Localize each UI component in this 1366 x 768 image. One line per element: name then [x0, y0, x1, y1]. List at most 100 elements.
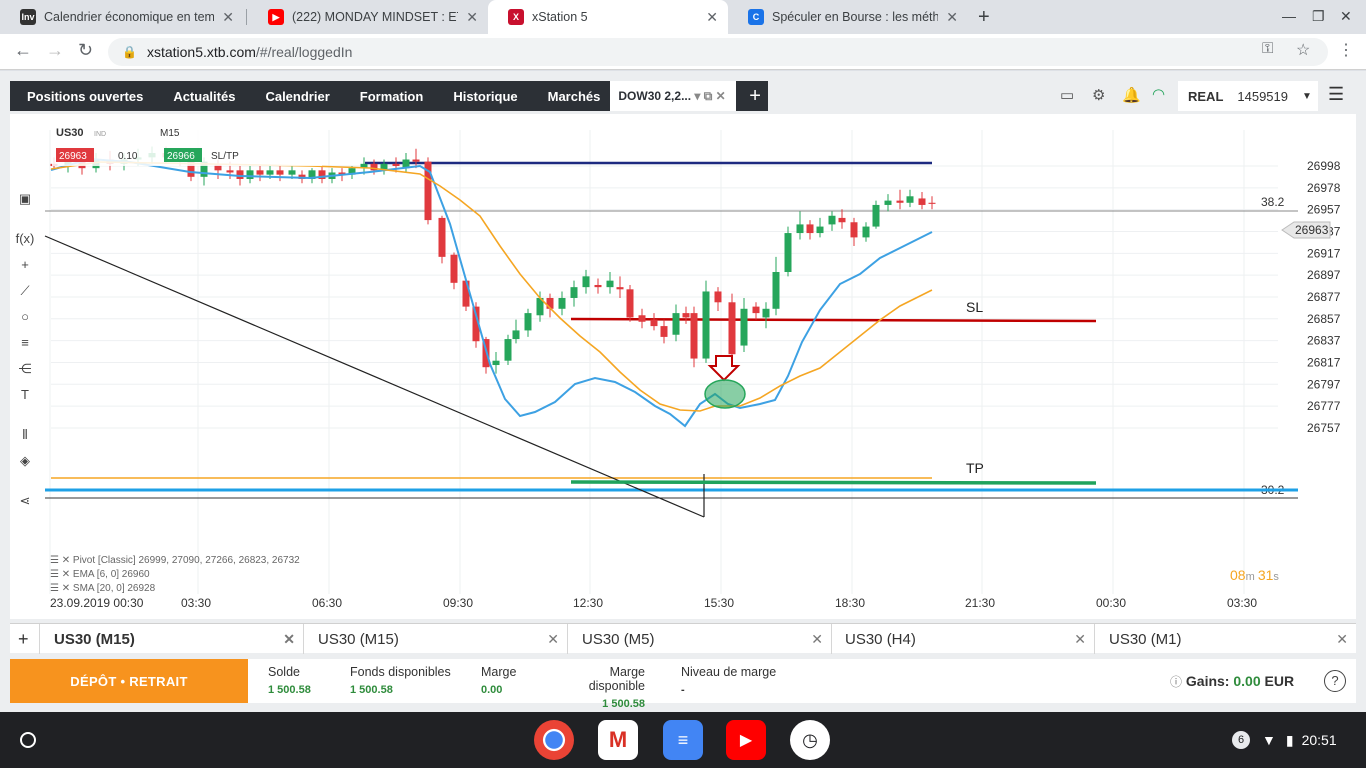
maximize-icon[interactable]: ❐: [1312, 8, 1325, 24]
circle-tool-icon[interactable]: ○: [21, 309, 29, 324]
footer-label: Solde: [268, 665, 300, 679]
candle-body: [896, 200, 904, 203]
c-icon: C: [748, 9, 764, 25]
help-icon[interactable]: ?: [1324, 670, 1346, 692]
bottom-tab-0[interactable]: US30 (M15) ✕: [44, 624, 304, 654]
candle-body: [702, 291, 710, 359]
close-icon[interactable]: ✕: [466, 8, 478, 25]
function-icon[interactable]: f(x): [15, 231, 35, 246]
nav-calendrier[interactable]: Calendrier: [265, 88, 330, 104]
star-icon[interactable]: ☆: [1296, 42, 1311, 59]
status-tray[interactable]: 6 ▼ ▮ 20:51: [1232, 728, 1337, 752]
account-selector[interactable]: REAL 1459519 ▼: [1178, 81, 1318, 111]
close-icon[interactable]: ✕: [706, 8, 718, 25]
candle-body: [308, 170, 316, 179]
browser-tab-1[interactable]: ▶ (222) MONDAY MINDSET : ETRE ✕: [248, 0, 488, 34]
nav-formation[interactable]: Formation: [359, 88, 424, 104]
close-icon[interactable]: ✕: [811, 630, 823, 647]
close-window-icon[interactable]: ✕: [1340, 8, 1352, 24]
nav-positions[interactable]: Positions ouvertes: [27, 88, 144, 104]
candle-body: [438, 217, 446, 257]
tab-title: xStation 5: [532, 10, 588, 24]
nav-marches[interactable]: Marchés: [547, 88, 601, 104]
bottom-tab-1[interactable]: US30 (M15) ✕: [308, 624, 568, 654]
clock-icon[interactable]: ◷: [790, 720, 830, 760]
candle-body: [682, 313, 690, 318]
fan-tool-icon[interactable]: ⋲: [18, 361, 32, 376]
hamburger-icon[interactable]: ☰: [1328, 84, 1345, 104]
candle-body: [536, 297, 544, 316]
candle-body: [906, 196, 914, 203]
youtube-icon: ▶: [268, 9, 284, 25]
url-input[interactable]: 🔒 xstation5.xtb.com/#/real/loggedIn: [108, 38, 1328, 66]
new-tab-button[interactable]: +: [978, 6, 990, 28]
close-icon[interactable]: ✕: [283, 630, 295, 647]
minimize-icon[interactable]: —: [1282, 8, 1296, 24]
key-icon[interactable]: ⚿: [1262, 40, 1274, 57]
ema-line: [50, 157, 933, 428]
back-icon[interactable]: ←: [14, 40, 32, 60]
bottom-tab-3[interactable]: US30 (H4) ✕: [835, 624, 1095, 654]
close-icon[interactable]: ✕: [946, 8, 958, 25]
price-tick-label: 26817: [1307, 355, 1341, 369]
close-icon[interactable]: ✕: [222, 8, 234, 25]
bell-icon[interactable]: 🔔: [1122, 87, 1141, 104]
candle-body: [594, 284, 602, 288]
gmail-icon[interactable]: M: [598, 720, 638, 760]
layers-icon[interactable]: ◈: [20, 453, 30, 468]
price-tick-label: 26757: [1307, 421, 1341, 435]
bottom-tab-2[interactable]: US30 (M5) ✕: [572, 624, 832, 654]
candle-tool-icon[interactable]: ⫴: [22, 427, 28, 442]
candle-body: [918, 198, 926, 205]
deposit-withdraw-button[interactable]: DÉPÔT • RETRAIT: [10, 659, 248, 703]
sound-icon[interactable]: ⚙: [1092, 87, 1106, 104]
price-tick-label: 26857: [1307, 312, 1341, 326]
line-tool-icon[interactable]: ⟋: [20, 283, 30, 298]
rectangle-tool-icon[interactable]: ▣: [18, 191, 32, 206]
add-chart-button[interactable]: +: [10, 624, 40, 654]
price-chart[interactable]: 2699826978269572693726917268972687726857…: [10, 114, 1356, 619]
xstation-app: Positions ouvertes Actualités Calendrier…: [0, 71, 1366, 712]
stop-loss-label: SL: [966, 299, 983, 315]
launcher-icon[interactable]: [20, 732, 36, 748]
chrome-icon[interactable]: [534, 720, 574, 760]
price-tick-label: 26797: [1307, 377, 1341, 391]
close-icon[interactable]: ✕: [1074, 630, 1086, 647]
footer-solde: Solde 1 500.58: [268, 665, 311, 696]
trend-line: [44, 235, 705, 518]
info-icon: ⓘ: [1170, 675, 1183, 689]
xtb-icon: X: [508, 9, 524, 25]
candle-body: [318, 170, 326, 179]
browser-tab-3[interactable]: C Spéculer en Bourse : les méthode ✕: [728, 0, 968, 34]
browser-tab-0[interactable]: Inv Calendrier économique en temp ✕: [0, 0, 244, 34]
bottom-tab-4[interactable]: US30 (M1) ✕: [1099, 624, 1356, 654]
sma-line: [50, 161, 933, 412]
youtube-app-icon[interactable]: ▶: [726, 720, 766, 760]
text-tool-icon[interactable]: T: [21, 387, 29, 402]
lock-icon: 🔒: [122, 45, 137, 59]
close-icon[interactable]: ✕: [547, 630, 559, 647]
forward-icon[interactable]: →: [46, 40, 64, 60]
footer-marge-dispo: Marge disponible 1 500.58: [555, 665, 645, 710]
candle-body: [462, 280, 470, 307]
reload-icon[interactable]: ↻: [78, 40, 94, 60]
chart-panel[interactable]: 2699826978269572693726917268972687726857…: [10, 114, 1356, 619]
docs-icon[interactable]: ≡: [663, 720, 703, 760]
browser-tab-2[interactable]: X xStation 5 ✕: [488, 0, 728, 34]
chevron-down-icon: ▼: [1302, 90, 1312, 102]
chevron-down-icon[interactable]: ▾ ⧉ ✕: [694, 89, 726, 103]
close-icon[interactable]: ✕: [1336, 630, 1348, 647]
account-footer: DÉPÔT • RETRAIT Solde 1 500.58 Fonds disp…: [10, 659, 1356, 710]
menu-dots-icon[interactable]: ⋮: [1338, 42, 1354, 59]
share-icon[interactable]: ⋖: [19, 493, 31, 508]
nav-historique[interactable]: Historique: [453, 88, 518, 104]
fib-tool-icon[interactable]: ≡: [21, 335, 29, 350]
footer-label: Marge: [481, 665, 517, 679]
candle-body: [714, 291, 722, 303]
nav-actualites[interactable]: Actualités: [173, 88, 236, 104]
crosshair-icon[interactable]: +: [21, 257, 29, 272]
layout-icon[interactable]: ▭: [1060, 87, 1075, 104]
main-nav: Positions ouvertes Actualités Calendrier…: [10, 81, 768, 111]
add-tab-button[interactable]: +: [749, 84, 761, 107]
chart-tab-dow30[interactable]: DOW30 2,2... ▾ ⧉ ✕: [610, 81, 737, 111]
